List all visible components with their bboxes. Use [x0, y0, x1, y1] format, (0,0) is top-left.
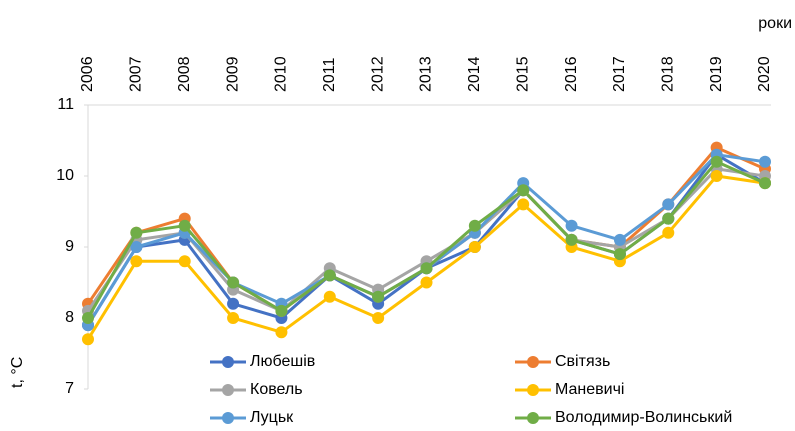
x-tick-label: 2013: [418, 56, 435, 92]
legend-label: Маневичі: [555, 381, 624, 398]
data-point: [613, 248, 626, 261]
x-tick-label: 2015: [514, 56, 531, 92]
data-point: [130, 241, 143, 253]
x-tick-label: 2011: [321, 57, 338, 92]
legend-marker: [527, 412, 539, 424]
data-point: [517, 198, 530, 211]
data-point: [372, 312, 385, 324]
data-point: [759, 155, 771, 168]
legend-label: Луцьк: [250, 409, 294, 426]
legend-marker: [527, 384, 539, 396]
data-point: [130, 226, 143, 239]
data-point: [759, 177, 771, 190]
y-tick-label: 8: [65, 309, 74, 326]
legend-label: Світязь: [555, 353, 610, 370]
data-point: [565, 219, 578, 232]
y-axis-label: t, °C: [9, 357, 26, 388]
x-tick-label: 2007: [128, 56, 145, 92]
data-point: [565, 233, 578, 246]
data-point: [420, 276, 433, 289]
x-tick-label: 2014: [466, 56, 483, 92]
data-point: [517, 184, 530, 197]
data-point: [420, 262, 433, 275]
data-point: [323, 269, 336, 282]
data-point: [227, 312, 240, 324]
data-point: [372, 290, 385, 303]
x-tick-label: 2019: [708, 56, 725, 92]
y-tick-label: 9: [65, 238, 74, 255]
x-tick-label: 2018: [660, 56, 677, 92]
legend-marker: [222, 356, 234, 368]
x-tick-label: 2010: [273, 56, 290, 92]
data-point: [275, 326, 288, 339]
x-tick-label: 2009: [224, 56, 241, 92]
data-point: [468, 219, 481, 232]
legend-marker: [222, 384, 234, 396]
legend-label: Ковель: [250, 381, 303, 398]
data-point: [82, 333, 94, 346]
data-point: [662, 226, 675, 239]
legend-marker: [527, 356, 539, 368]
x-tick-label: 2017: [611, 56, 628, 92]
x-tick-label: 2006: [79, 56, 96, 92]
x-tick-label: 2016: [563, 56, 580, 92]
data-point: [227, 297, 240, 310]
series-line: [86, 153, 766, 326]
data-point: [227, 276, 240, 289]
data-point: [275, 304, 288, 317]
y-tick-label: 7: [65, 380, 74, 397]
y-tick-label: 10: [56, 167, 74, 184]
data-point: [468, 241, 481, 253]
x-tick-label: 2020: [756, 56, 773, 92]
data-point: [662, 212, 675, 225]
y-tick-label: 11: [57, 96, 74, 113]
legend-marker: [222, 412, 234, 424]
data-point: [662, 198, 675, 211]
x-axis-label: роки: [758, 15, 792, 32]
data-point: [178, 255, 191, 268]
legend-label: Любешів: [250, 353, 315, 370]
data-point: [82, 312, 94, 324]
data-point: [323, 290, 336, 303]
data-point: [710, 155, 723, 168]
legend-label: Володимир-Волинський: [555, 409, 732, 426]
data-point: [178, 219, 191, 232]
x-tick-label: 2012: [369, 56, 386, 92]
data-point: [710, 170, 723, 182]
data-point: [613, 233, 626, 246]
x-tick-label: 2008: [176, 56, 193, 92]
data-point: [130, 255, 143, 268]
